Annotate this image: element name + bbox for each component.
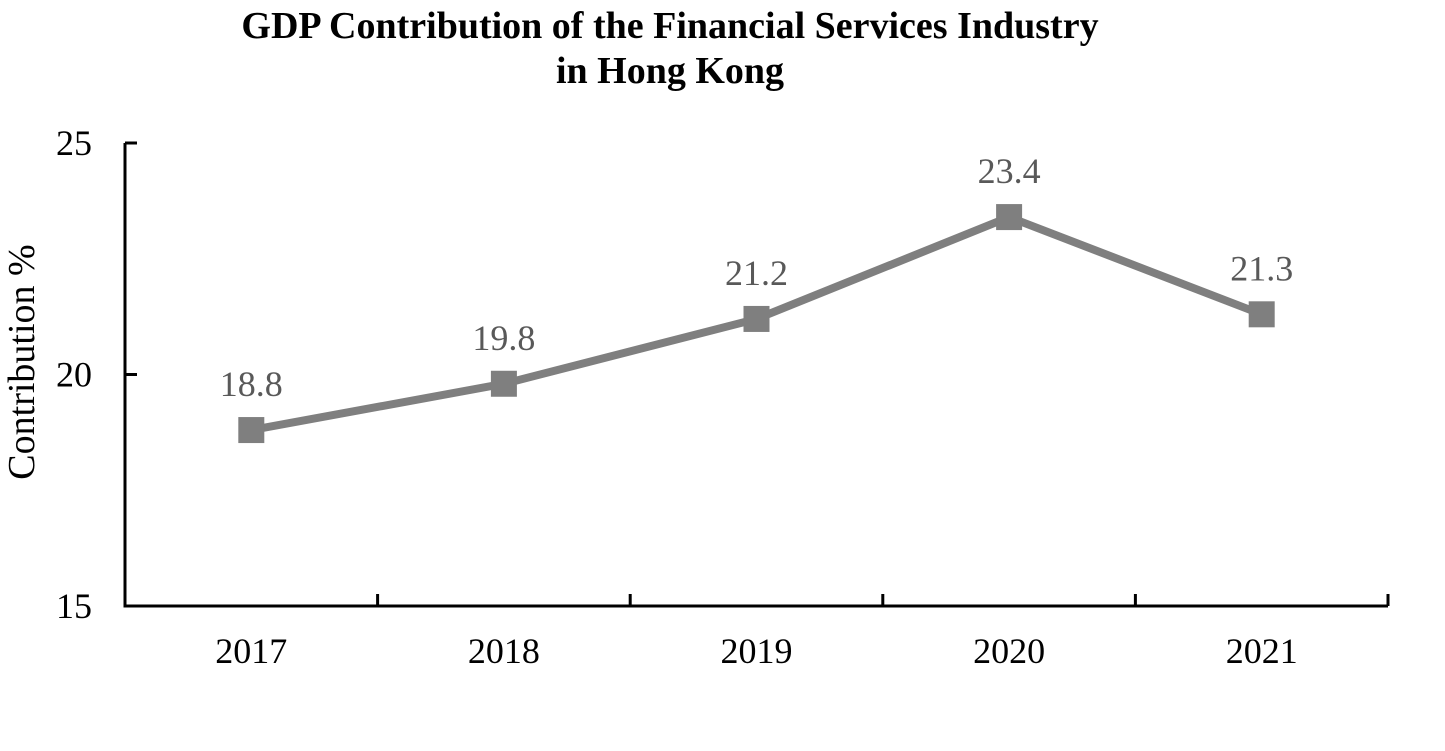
chart-title-line2: in Hong Kong (555, 50, 785, 92)
x-tick-label: 2019 (721, 631, 793, 671)
chart-title-line1: GDP Contribution of the Financial Servic… (241, 5, 1099, 47)
y-tick-label: 20 (56, 355, 92, 395)
chart-title: GDP Contribution of the Financial Servic… (0, 4, 1340, 94)
x-tick-label: 2018 (468, 631, 540, 671)
x-tick-label: 2020 (973, 631, 1045, 671)
data-label: 23.4 (978, 151, 1041, 191)
data-point-marker (1248, 301, 1275, 328)
data-label: 21.3 (1230, 248, 1293, 288)
y-axis-title: Contribution % (1, 244, 43, 479)
data-label: 18.8 (220, 364, 283, 404)
y-tick-label: 15 (56, 586, 92, 626)
data-point-marker (996, 204, 1023, 231)
y-tick-label: 25 (56, 123, 92, 163)
data-point-marker (490, 370, 517, 397)
x-tick-label: 2021 (1226, 631, 1298, 671)
chart-layer: 15 20 25 2017 2018 2019 2020 2021 18.8 19.8 21.2 23… (56, 123, 1390, 671)
data-label: 19.8 (472, 318, 535, 358)
data-point-marker (743, 305, 770, 332)
data-label: 21.2 (725, 253, 788, 293)
x-tick-label: 2017 (215, 631, 287, 671)
data-point-marker (238, 417, 265, 444)
